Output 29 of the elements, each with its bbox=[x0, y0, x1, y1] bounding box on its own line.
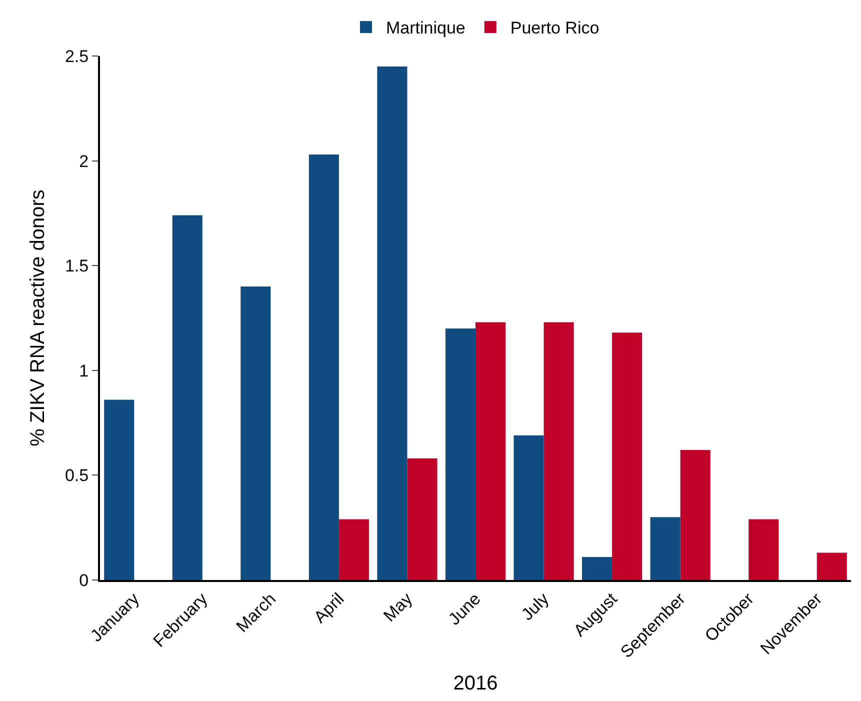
x-axis-title: 2016 bbox=[453, 672, 498, 695]
bar bbox=[104, 400, 134, 580]
bar bbox=[650, 517, 680, 580]
bar bbox=[680, 450, 710, 580]
bar bbox=[407, 458, 438, 580]
bar bbox=[544, 322, 574, 580]
bar bbox=[308, 154, 339, 580]
bar bbox=[172, 215, 202, 580]
y-tick-label: 1 bbox=[79, 361, 89, 380]
bar bbox=[476, 322, 506, 580]
legend-label: Martinique bbox=[386, 18, 466, 38]
x-tick-label: July bbox=[518, 588, 553, 624]
y-tick-label: 2 bbox=[79, 152, 89, 171]
bar bbox=[612, 332, 642, 580]
bar bbox=[338, 519, 369, 580]
y-tick-label: 0 bbox=[79, 570, 89, 590]
bar bbox=[816, 552, 847, 580]
bar bbox=[582, 556, 612, 580]
legend-label: Puerto Rico bbox=[510, 18, 600, 38]
bar bbox=[514, 435, 544, 580]
bar bbox=[377, 66, 408, 580]
x-tick-label: May bbox=[380, 588, 416, 626]
y-tick-label: 2.5 bbox=[64, 46, 89, 66]
y-tick-label: 1.5 bbox=[64, 256, 89, 276]
bar bbox=[240, 286, 271, 580]
y-axis-title: % ZIKV RNA reactive donors bbox=[26, 190, 49, 446]
y-tick-label: 0.5 bbox=[64, 466, 89, 486]
bar bbox=[748, 519, 779, 580]
bar bbox=[445, 328, 476, 580]
